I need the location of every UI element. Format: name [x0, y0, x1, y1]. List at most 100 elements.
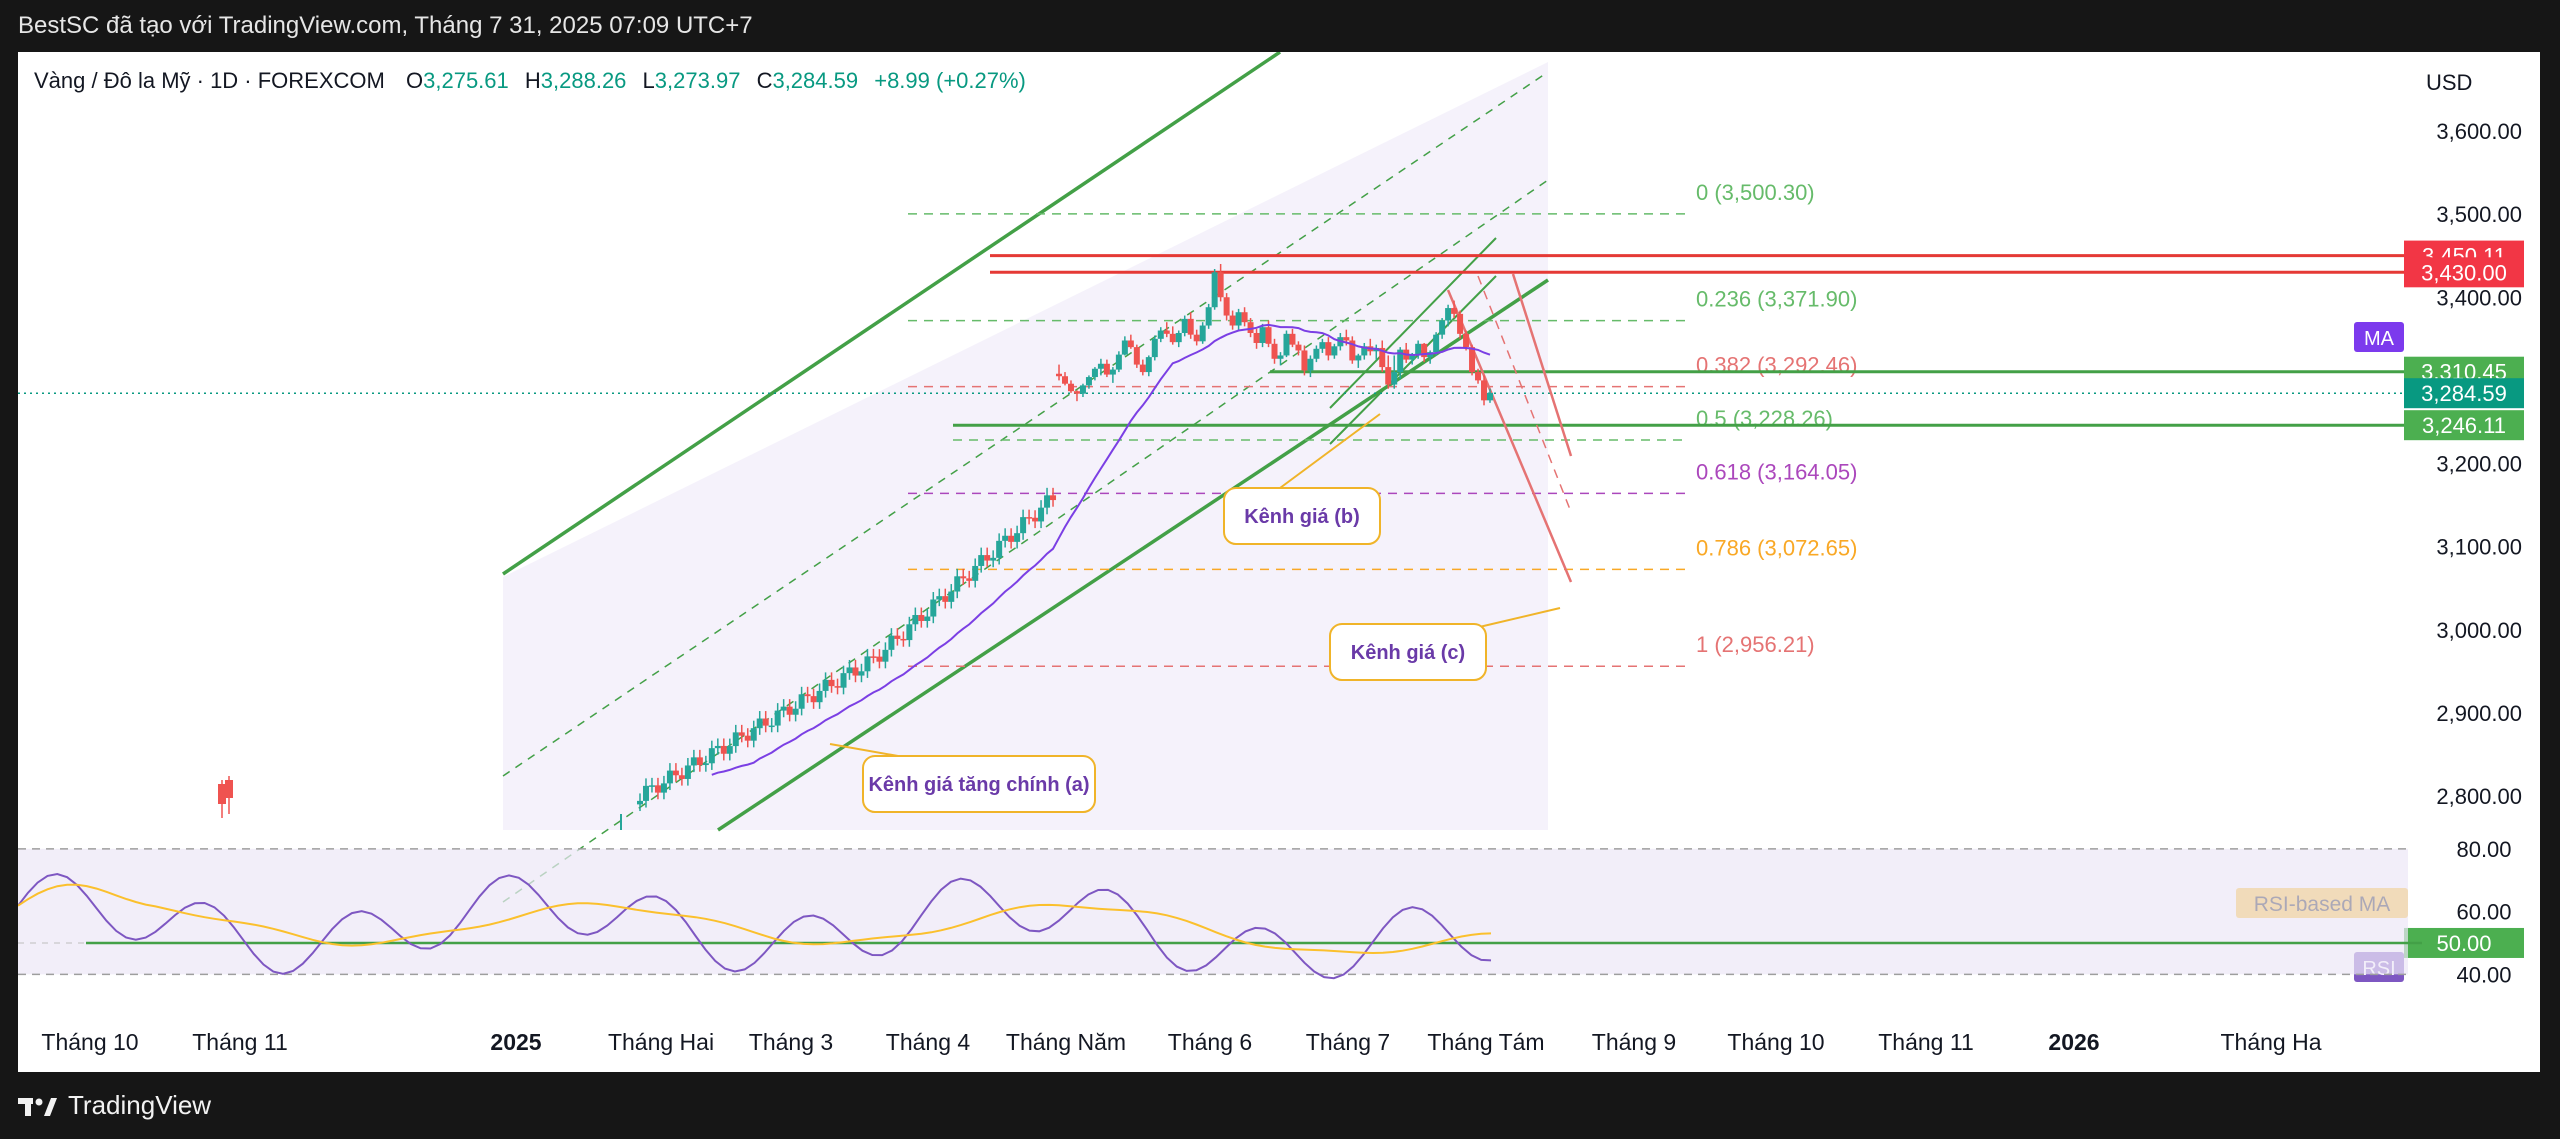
time-label-12: Tháng 11 [1878, 1029, 1973, 1055]
candle-body [1187, 318, 1194, 335]
candle-body [906, 624, 913, 641]
candle-body [1145, 357, 1152, 373]
candle-body [954, 576, 961, 592]
rsi-line [17, 872, 1492, 980]
candle-body [1355, 355, 1362, 361]
candle-body [798, 694, 805, 709]
candle-body [810, 696, 817, 703]
candle-body [1469, 347, 1476, 373]
candle-body [1193, 334, 1200, 342]
candle-body [900, 638, 907, 641]
time-label-5: Tháng 4 [886, 1029, 971, 1055]
channel-b-upper [1329, 237, 1497, 409]
candle-body [936, 596, 943, 600]
candle-body [1247, 322, 1254, 334]
price-chart[interactable]: 0 (3,500.30) 0.236 (3,371.90) 0.382 (3,292… [17, 50, 2540, 1072]
candle-body [1445, 308, 1452, 321]
credit-bar: BestSC đã tạo với TradingView.com, Tháng… [0, 0, 2560, 52]
time-label-10: Tháng 9 [1592, 1029, 1676, 1055]
rsi-ma-line [17, 883, 1492, 955]
candle-body [996, 540, 1003, 558]
annotation-text-1: Kênh giá (b) [1244, 506, 1360, 528]
candle-body [648, 785, 655, 787]
candle-body [1199, 325, 1206, 342]
tradingview-logo-icon [18, 1097, 57, 1116]
fib-label-4: 0.618 (3,164.05) [1696, 459, 1857, 484]
candle-body [1079, 385, 1086, 394]
candle-body [1397, 349, 1404, 373]
candle-body [1241, 312, 1248, 323]
candle-body [690, 757, 697, 766]
candle-body [1319, 342, 1326, 349]
candle-body [1313, 348, 1320, 359]
candle-body [966, 578, 973, 581]
candle-body [738, 732, 745, 736]
candle-body [1235, 312, 1242, 326]
candle-body [894, 635, 901, 639]
ma-badge[interactable] [2354, 322, 2404, 352]
candle-body [1439, 320, 1446, 335]
candle-body [714, 745, 721, 749]
price-tick-5: 3,100.00 [2436, 535, 2522, 560]
candle-body [792, 708, 799, 715]
rsi-tick-3: 40.00 [2456, 962, 2511, 987]
candle-body [684, 765, 691, 779]
candle-body [1169, 333, 1176, 343]
candle-body [1415, 343, 1422, 356]
annotation-box-1 [1223, 487, 1381, 545]
tradingview-logo[interactable]: TradingView [18, 1090, 211, 1121]
price-tick-8: 2,800.00 [2436, 784, 2522, 809]
candle-body [912, 615, 919, 625]
price-tick-7: 2,900.00 [2436, 701, 2522, 726]
candle-body [846, 667, 853, 674]
candle-body [708, 748, 715, 764]
channel-a-mid2 [502, 179, 1549, 903]
candle-body [1307, 358, 1314, 371]
candle-body [637, 800, 643, 805]
candle-body [1451, 308, 1458, 314]
time-label-2: 2025 [490, 1029, 541, 1055]
candle-body [1217, 272, 1224, 298]
candle-body [654, 785, 661, 793]
annotation-text-0: Kênh giá tăng chính (a) [868, 774, 1089, 796]
rsi-badge [2404, 927, 2524, 958]
candle-body [978, 555, 985, 566]
candle-body [1361, 346, 1368, 356]
annotation-1[interactable]: Kênh giá (b) [1223, 413, 1381, 545]
candle-body [726, 746, 733, 754]
candle-body [1289, 333, 1296, 345]
ma-line [711, 323, 1491, 776]
rsi-badge-label: 50.00 [2436, 931, 2491, 956]
currency-label[interactable]: USD [2426, 70, 2472, 95]
annotation-0[interactable]: Kênh giá tăng chính (a) [829, 743, 1096, 813]
candle-body [1463, 333, 1470, 348]
time-label-13: 2026 [2048, 1029, 2099, 1055]
time-label-9: Tháng Tám [1427, 1029, 1544, 1055]
candle-body [888, 635, 895, 650]
channel-c-right [1511, 273, 1573, 457]
candle-body [762, 718, 769, 726]
candle-body [1056, 373, 1063, 377]
price-tick-4: 3,200.00 [2436, 452, 2522, 477]
annotation-2[interactable]: Kênh giá (c) [1329, 607, 1561, 681]
candle-body [942, 596, 949, 602]
time-label-0: Tháng 10 [41, 1029, 138, 1055]
candle-body [1103, 363, 1110, 375]
candle-body [1163, 330, 1170, 334]
candle-body [876, 656, 883, 662]
annotation-pointer-0 [829, 743, 899, 757]
candle-body [1067, 383, 1074, 392]
candle-body [768, 725, 775, 728]
candle-body [1014, 533, 1021, 542]
candle-body [1026, 517, 1033, 519]
candle-body [822, 679, 829, 691]
candle-body [1379, 347, 1386, 368]
fib-label-5: 0.786 (3,072.65) [1696, 535, 1857, 560]
chart-area[interactable]: 0 (3,500.30) 0.236 (3,371.90) 0.382 (3,292… [17, 50, 2540, 1072]
candle-body [1085, 377, 1092, 386]
candle-body [678, 775, 685, 779]
candle-body [1020, 517, 1027, 534]
annotation-box-0 [862, 755, 1096, 813]
annotation-pointer-1 [1279, 413, 1381, 489]
price-badge-1 [2404, 257, 2524, 288]
